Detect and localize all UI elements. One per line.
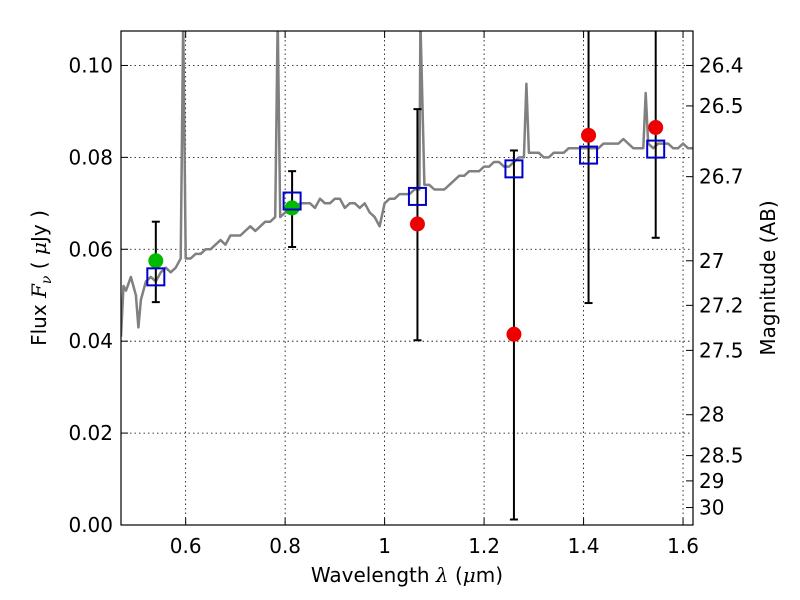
- ticks: 0.6 0.8 1 1.2 1.4 1.6 0.00 0.02 0.04 0.06 0.08 0.10…: [68, 31, 744, 558]
- y2-tick-label: 30: [699, 496, 724, 520]
- y2-tick-label: 28: [699, 403, 724, 427]
- model-photometry-square: [579, 145, 599, 165]
- model-photometry-square: [504, 159, 524, 179]
- model-photometry-square: [146, 267, 166, 287]
- y2-axis-label: Magnitude (AB): [756, 200, 780, 355]
- y-tick-label: 0.04: [68, 329, 113, 353]
- observed-point: [506, 326, 522, 342]
- y-tick-label: 0.10: [68, 53, 113, 77]
- x-tick-label: 1.4: [568, 534, 600, 558]
- y-tick-label: 0.00: [68, 513, 113, 537]
- y2-tick-label: 26.4: [699, 53, 744, 77]
- y2-tick-label: 29: [699, 469, 724, 493]
- y-tick-label: 0.08: [68, 145, 113, 169]
- y2-tick-label: 27.2: [699, 293, 744, 317]
- y2-tick-label: 26.5: [699, 94, 744, 118]
- x-tick-label: 1.2: [468, 534, 500, 558]
- markers: [146, 31, 666, 521]
- observed-point: [581, 127, 597, 143]
- model-photometry-square: [646, 139, 666, 159]
- y2-tick-label: 28.5: [699, 444, 744, 468]
- x-tick-label: 0.6: [170, 534, 202, 558]
- y-tick-label: 0.06: [68, 237, 113, 261]
- x-tick-label: 0.8: [269, 534, 301, 558]
- plot-frame: [120, 30, 694, 526]
- x-tick-label: 1.6: [667, 534, 699, 558]
- y2-tick-label: 27: [699, 249, 724, 273]
- model-photometry-square: [407, 186, 427, 206]
- model-photometry-square: [282, 191, 302, 211]
- observed-point: [148, 253, 164, 269]
- y-axis-label: Flux Fν ( μJy ): [27, 210, 55, 346]
- x-axis-label: Wavelength λ (μm): [311, 563, 503, 587]
- observed-point: [409, 216, 425, 232]
- y2-tick-label: 27.5: [699, 338, 744, 362]
- observed-point: [284, 200, 300, 216]
- observed-point: [648, 120, 664, 136]
- x-tick-label: 1: [378, 534, 391, 558]
- y2-tick-label: 26.7: [699, 165, 744, 189]
- y-tick-label: 0.02: [68, 421, 113, 445]
